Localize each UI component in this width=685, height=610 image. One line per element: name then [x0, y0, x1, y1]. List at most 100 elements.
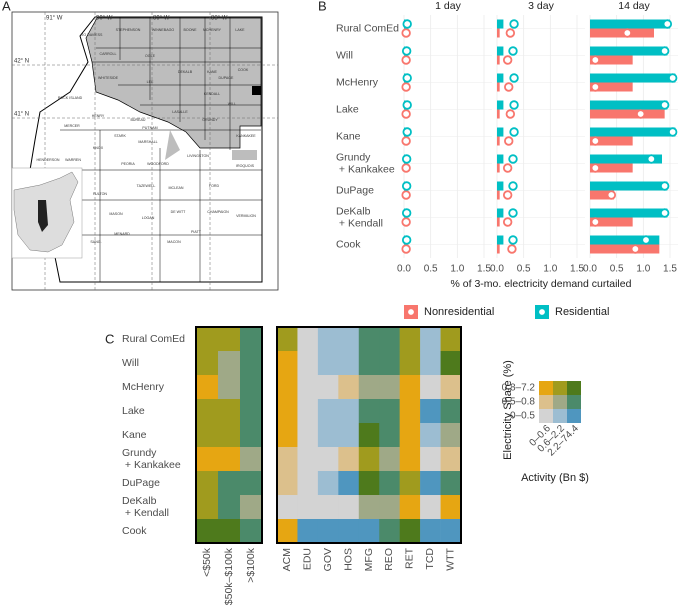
heat-cell [420, 423, 441, 448]
bar [590, 163, 633, 173]
county-label: LEE [147, 80, 154, 84]
heat-cell [218, 519, 241, 544]
facet-title: 14 day [618, 0, 650, 12]
marker [502, 163, 513, 173]
county-label: STARK [114, 134, 126, 138]
bar [497, 217, 500, 227]
bar [590, 55, 633, 65]
site-marker [252, 86, 261, 95]
heat-cell [399, 351, 421, 376]
marker [502, 190, 513, 200]
bar [497, 73, 504, 83]
heat-cell [338, 399, 360, 424]
bar [497, 55, 500, 65]
marker [659, 208, 670, 218]
marker [590, 136, 601, 146]
heat-cell [379, 399, 400, 424]
marker [401, 154, 412, 164]
heat-cell [420, 399, 441, 424]
county-label: OGLE [145, 54, 156, 58]
heat-cell [297, 399, 319, 424]
heat-cell [196, 471, 219, 496]
column-label: WTT [445, 547, 457, 570]
marker [402, 127, 412, 137]
marker [401, 28, 411, 38]
county-label: WARREN [65, 158, 81, 162]
heat-cell [338, 495, 360, 520]
bar [497, 235, 504, 245]
legend-swatch [567, 409, 581, 423]
column-label: EDU [301, 548, 313, 570]
bar [590, 136, 633, 146]
marker [509, 73, 519, 83]
bar [590, 217, 633, 227]
marker [590, 217, 601, 227]
heat-cell [196, 399, 219, 424]
heat-cell [420, 471, 441, 496]
marker [508, 154, 518, 164]
heat-cell [218, 447, 241, 472]
county-label: TAZEWELL [137, 184, 156, 188]
column-label: MFG [363, 548, 375, 571]
county-label: SANG. [90, 240, 101, 244]
heat-cell [297, 423, 319, 448]
marker [401, 208, 412, 218]
legend-swatch [553, 381, 567, 395]
bar [497, 109, 500, 119]
facet-title: 1 day [435, 0, 461, 12]
heat-cell [338, 351, 360, 376]
heat-cell [277, 399, 298, 424]
heat-cell [317, 327, 339, 352]
lon-label: 88° W [211, 16, 228, 22]
bar [590, 190, 614, 200]
column-label: REO [383, 548, 395, 571]
marker [402, 19, 412, 29]
bar [590, 46, 668, 56]
heat-cell [240, 471, 263, 496]
heat-cell [240, 447, 263, 472]
panel-letter: B [318, 0, 327, 13]
heat-cell [218, 495, 241, 520]
bar [497, 46, 504, 56]
heat-cell [240, 495, 263, 520]
heat-cell [317, 399, 339, 424]
marker [667, 73, 678, 83]
heat-cell [440, 375, 462, 400]
county-label: KNOX [93, 146, 104, 150]
heatmap-frame [276, 326, 462, 544]
county-label: LASALLE [172, 110, 188, 114]
y-tick-label: Will [336, 49, 353, 61]
marker [401, 136, 411, 146]
service-area [165, 130, 257, 160]
heat-cell [317, 423, 339, 448]
county-label: MCLEAN [169, 186, 184, 190]
lon-label: 90° W [96, 16, 113, 22]
heat-cell [196, 495, 219, 520]
county-label: KANKAKEE [236, 134, 256, 138]
heat-cell [379, 351, 400, 376]
heat-cell [379, 519, 400, 544]
marker [505, 28, 516, 38]
x-tick-label: 1.5 [477, 264, 491, 275]
heat-cell [420, 447, 441, 472]
bar [497, 19, 504, 29]
bar [590, 28, 654, 38]
heat-cell [420, 519, 441, 544]
bar [590, 208, 668, 218]
heat-cell [218, 327, 241, 352]
heat-cell [420, 327, 441, 352]
county-label: IROQUOIS [236, 164, 255, 168]
heat-cell [297, 327, 319, 352]
marker [659, 181, 670, 191]
county-label: LIVINGSTON [187, 154, 209, 158]
heat-cell [317, 351, 339, 376]
heat-cell [338, 423, 360, 448]
county-label: WOODFORD [147, 162, 169, 166]
marker [508, 235, 518, 245]
bar [590, 154, 662, 164]
x-tick-label: 0.5 [424, 264, 438, 275]
marker [659, 46, 670, 56]
column-label: GOV [322, 548, 334, 571]
bar [590, 181, 668, 191]
heat-cell [399, 399, 421, 424]
